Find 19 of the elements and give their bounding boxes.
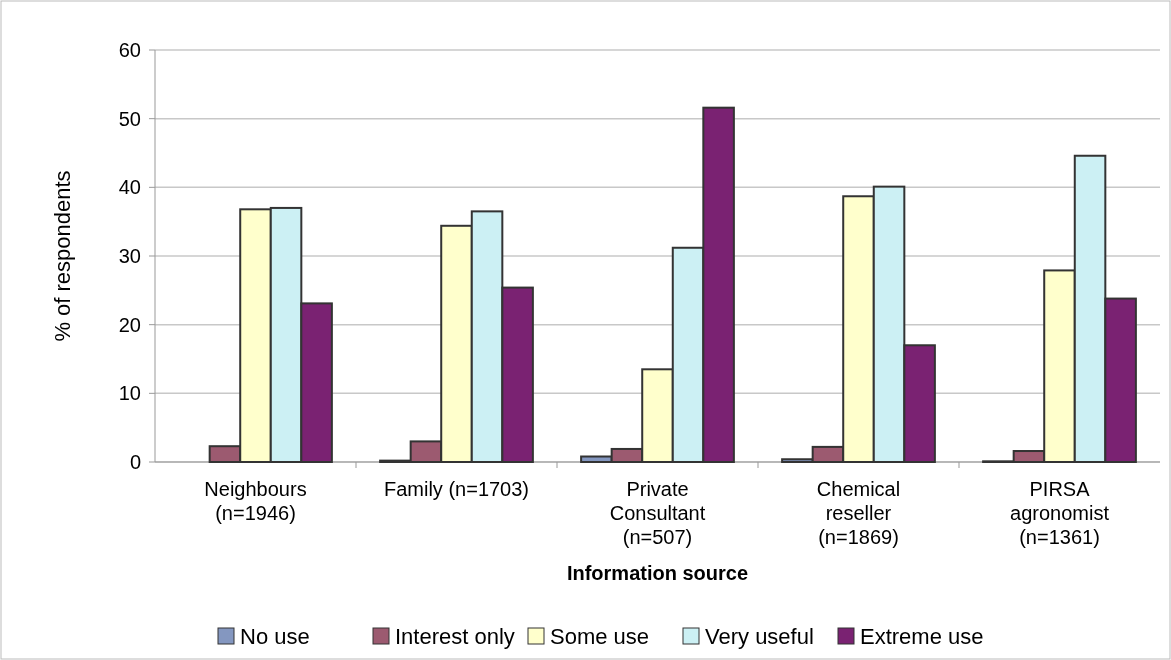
y-tick-label: 40 <box>118 176 141 199</box>
y-tick-label: 30 <box>118 245 141 267</box>
legend-label: Very useful <box>705 623 814 649</box>
legend-label: Interest only <box>395 623 515 649</box>
x-tick-label: Family (n=1703) <box>383 478 530 500</box>
y-tick-label: 50 <box>118 107 141 130</box>
y-tick-label: 60 <box>118 39 141 61</box>
x-axis-title: Information source <box>566 562 749 584</box>
legend-label: Some use <box>550 623 650 649</box>
x-tick-label: PIRSA agronomist (n=1361) <box>1010 478 1110 548</box>
y-tick-label: 20 <box>118 313 141 336</box>
x-tick-label: Neighbours (n=1946) <box>204 478 307 524</box>
x-tick-label: Chemical reseller (n=1869) <box>816 478 901 548</box>
y-axis-title: % of respondents <box>50 170 75 342</box>
x-tick-label: Private Consultant (n=507) <box>609 478 706 548</box>
legend-label: No use <box>240 623 310 649</box>
y-tick-label: 10 <box>118 382 141 405</box>
legend-label: Extreme use <box>860 623 984 649</box>
y-tick-label: 0 <box>129 451 141 473</box>
